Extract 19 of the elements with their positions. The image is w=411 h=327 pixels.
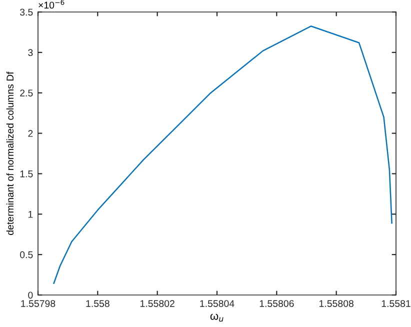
x-tick-label: 1.55798 [21, 300, 56, 307]
x-axis-title: ω$_{u}$ [210, 314, 224, 322]
y-tick-label: 1 [28, 210, 33, 218]
x-tick-label: 1.55802 [140, 300, 174, 307]
x-tick-label: 1.55808 [320, 300, 354, 307]
y-tick-label: 0 [28, 292, 33, 299]
y-tick-label: 1.5 [20, 170, 33, 178]
y-tick-label: 2.5 [20, 90, 33, 96]
y-tick-label: 3.5 [20, 8, 33, 16]
line-series [53, 26, 392, 284]
y-axis-title: determinant of normalized columns Df [6, 72, 14, 235]
y-tick-label: 3 [28, 49, 33, 56]
y-tick-label: 0.5 [20, 251, 33, 258]
x-tick-label: 1.55806 [260, 300, 294, 307]
text: ×10$^{−6}$ [38, 0, 64, 9]
y-tick-label: 2 [28, 130, 33, 137]
x-tick-label: 1.558 [86, 300, 110, 307]
x-tick-label: 1.5581 [382, 300, 410, 307]
x-tick-label: 1.55804 [200, 300, 234, 307]
